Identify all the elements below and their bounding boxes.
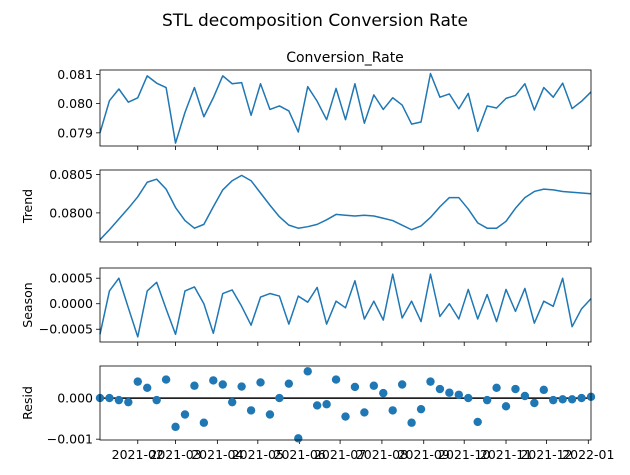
resid-point xyxy=(397,380,407,389)
resid-point xyxy=(549,395,558,405)
resid-point xyxy=(143,383,152,392)
resid-point xyxy=(105,393,114,403)
ytick-label-season: −0.0005 xyxy=(39,322,93,337)
axes-frame-season xyxy=(99,267,592,343)
xtick-label: 2021-03 xyxy=(149,447,201,462)
resid-point xyxy=(473,417,482,427)
series-line-season xyxy=(99,273,592,338)
resid-point xyxy=(246,406,256,415)
xtick-label: 2021-12 xyxy=(520,447,572,462)
resid-point xyxy=(454,390,464,399)
panel-observed: 0.079 0.080 0.081 xyxy=(57,67,592,150)
resid-point xyxy=(133,377,142,386)
resid-point xyxy=(171,422,180,432)
xtick-label: 2021-02 xyxy=(112,447,164,462)
resid-point xyxy=(520,391,530,401)
resid-point xyxy=(152,395,161,405)
ytick-label-observed: 0.080 xyxy=(57,96,93,111)
resid-point xyxy=(341,412,350,421)
xtick-label: 2021-04 xyxy=(191,447,243,462)
resid-point xyxy=(416,404,426,414)
series-line-trend xyxy=(99,174,592,241)
xtick-label: 2021-11 xyxy=(480,447,532,462)
resid-point xyxy=(199,418,209,427)
resid-point xyxy=(303,367,312,376)
resid-point xyxy=(426,377,435,386)
resid-point xyxy=(294,434,303,443)
resid-point xyxy=(530,398,539,408)
resid-point xyxy=(114,395,124,405)
ytick-label-resid: −0.001 xyxy=(47,432,93,447)
axes-frame-observed xyxy=(99,69,592,147)
xtick-label: 2021-08 xyxy=(356,447,408,462)
series-line-observed xyxy=(99,72,592,144)
resid-point xyxy=(360,408,369,417)
xtick-label: 2021-07 xyxy=(314,447,366,462)
resid-point xyxy=(567,395,577,404)
resid-point xyxy=(218,380,227,389)
ytick-label-season: 0.0005 xyxy=(49,271,93,286)
resid-point xyxy=(369,381,379,390)
resid-point xyxy=(190,381,199,390)
ytick-label-trend: 0.0800 xyxy=(49,205,93,220)
resid-point xyxy=(227,397,237,407)
axes-frame-trend xyxy=(99,169,592,243)
resid-point xyxy=(501,402,511,411)
ylabel-resid: Resid xyxy=(20,386,35,420)
resid-point xyxy=(464,393,473,403)
ytick-label-observed: 0.081 xyxy=(57,67,93,82)
resid-point xyxy=(180,410,190,419)
resid-point xyxy=(511,384,520,394)
resid-point xyxy=(445,388,454,397)
xtick-label: 2021-06 xyxy=(274,447,326,462)
resid-point xyxy=(209,376,218,385)
panels: 0.079 0.080 0.081 0.0800 0.0805 Trend −0.0005 0… xyxy=(20,67,614,462)
panel-season: −0.0005 0.0000 0.0005 Season xyxy=(20,267,592,346)
resid-point xyxy=(577,393,586,403)
ytick-label-trend: 0.0805 xyxy=(49,167,93,182)
panel-resid: −0.0010.000Resid2021-022021-032021-04202… xyxy=(20,365,614,462)
xtick-label: 2021-09 xyxy=(398,447,450,462)
resid-point xyxy=(284,379,294,388)
xtick-label: 2021-05 xyxy=(232,447,284,462)
resid-point xyxy=(435,384,445,394)
resid-point xyxy=(265,410,275,419)
ytick-label-resid: 0.000 xyxy=(57,391,93,406)
resid-point xyxy=(492,383,501,392)
series-title: Conversion_Rate xyxy=(286,50,404,66)
resid-point xyxy=(388,406,397,415)
resid-point xyxy=(407,418,416,427)
ylabel-season: Season xyxy=(20,282,35,327)
resid-point xyxy=(558,395,567,404)
resid-point xyxy=(379,388,388,398)
resid-point xyxy=(482,395,492,405)
resid-point xyxy=(322,400,331,409)
resid-point xyxy=(237,382,246,391)
ytick-label-observed: 0.079 xyxy=(57,125,93,140)
resid-point xyxy=(256,378,265,387)
resid-point xyxy=(312,401,322,410)
panel-trend: 0.0800 0.0805 Trend xyxy=(20,167,592,246)
axes-frame-resid xyxy=(99,365,592,441)
resid-point xyxy=(331,375,341,384)
resid-point xyxy=(539,385,548,395)
resid-point xyxy=(275,393,284,403)
resid-point xyxy=(350,382,360,392)
resid-point xyxy=(124,397,133,407)
xtick-label: 2021-10 xyxy=(438,447,490,462)
ylabel-trend: Trend xyxy=(20,189,35,224)
ytick-label-season: 0.0000 xyxy=(49,296,93,311)
xtick-label: 2022-01 xyxy=(562,447,614,462)
figure-title: STL decomposition Conversion Rate xyxy=(162,11,468,31)
resid-point xyxy=(161,375,171,384)
